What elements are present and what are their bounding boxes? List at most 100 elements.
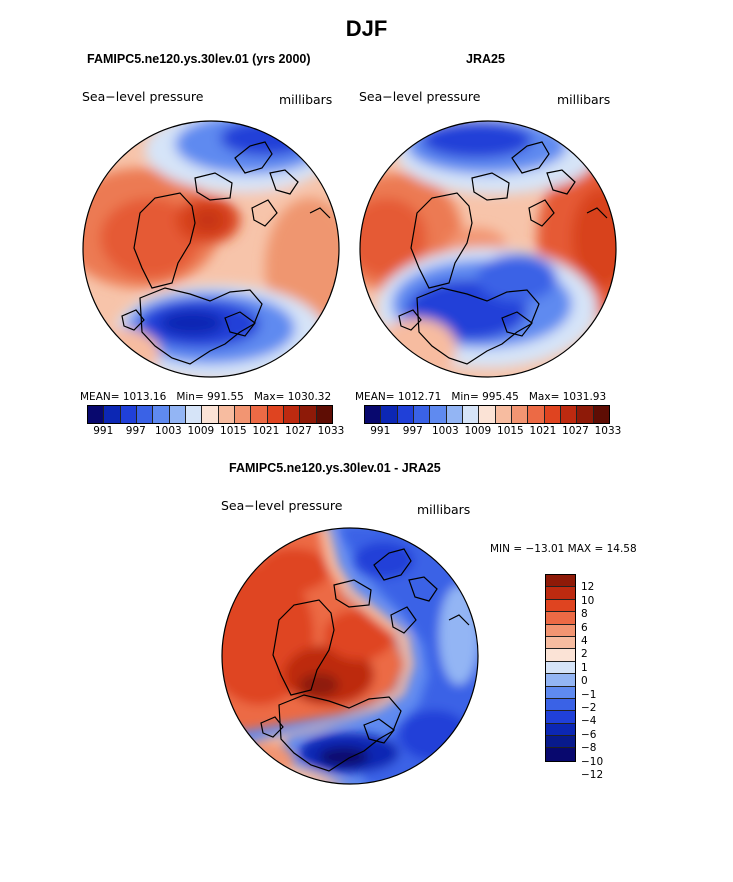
panel2-units-label: millibars — [557, 92, 611, 107]
panel2-colorbar-tick-label: 991 — [370, 425, 391, 437]
panel1-mean-label: MEAN= — [80, 391, 120, 403]
panel3-colorbar-ticks: 12 10 8 6 4 2 1 0 −1 −2 −4 −6 −8 −10 −12 — [581, 574, 621, 781]
panel1-colorbar — [87, 405, 333, 424]
panel3-title: FAMIPC5.ne120.ys.30lev.01 - JRA25 — [229, 461, 441, 475]
panel2-colorbar-tick-label: 997 — [402, 425, 423, 437]
panel1-min-label: Min= — [176, 391, 204, 403]
panel1-colorbar-tick-label: 1003 — [154, 425, 182, 437]
panel2-max-value: 1031.93 — [562, 391, 607, 403]
panel2-colorbar-box — [528, 406, 545, 423]
panel3-colorbar-tick-label: −1 — [581, 688, 597, 701]
panel3-units-label: millibars — [417, 502, 471, 517]
panel3-colorbar-tick-label: −10 — [581, 755, 604, 768]
panel2-colorbar-tick-label: 1003 — [431, 425, 459, 437]
panel3-colorbar-box — [546, 587, 575, 600]
panel2-min-label: Min= — [451, 391, 479, 403]
panel1-colorbar-box — [104, 406, 121, 423]
panel3-colorbar-tick-label: −12 — [581, 769, 604, 781]
panel1-colorbar-box — [283, 406, 301, 423]
panel1-stats: MEAN= 1013.16 Min= 991.55 Max= 1030.32 — [80, 391, 331, 403]
panel3-colorbar-tick-label: −6 — [581, 728, 597, 741]
panel1-colorbar-tick-label: 1009 — [187, 425, 215, 437]
panel3-colorbar-tick-label: 2 — [581, 648, 588, 661]
panel1-units-label: millibars — [279, 92, 333, 107]
panel2-colorbar-tick-label: 1009 — [464, 425, 492, 437]
panel3-colorbar — [545, 574, 576, 762]
panel2-colorbar-box — [593, 406, 609, 423]
panel3-colorbar-box — [546, 674, 575, 687]
panel3-colorbar-box — [546, 698, 575, 712]
panel1-colorbar-ticks: 991 997 1003 1009 1015 1021 1027 1033 — [87, 425, 344, 439]
panel3-colorbar-tick-label: −4 — [581, 715, 597, 728]
panel2-colorbar-tick-label: 1021 — [529, 425, 557, 437]
panel1-mean-value: 1013.16 — [122, 391, 167, 403]
panel2-colorbar-tick-label: 1033 — [594, 425, 622, 437]
panel2-colorbar-box — [446, 406, 463, 423]
panel2-title: JRA25 — [466, 52, 505, 66]
panel3-colorbar-box — [546, 736, 575, 749]
panel1-title: FAMIPC5.ne120.ys.30lev.01 (yrs 2000) — [87, 52, 311, 66]
panel2-colorbar-box — [430, 406, 447, 423]
panel1-max-label: Max= — [253, 391, 285, 403]
panel2-stats: MEAN= 1012.71 Min= 995.45 Max= 1031.93 — [355, 391, 606, 403]
panel3-colorbar-tick-label: −8 — [581, 742, 597, 755]
panel1-colorbar-box — [234, 406, 252, 423]
panel1-colorbar-box — [136, 406, 154, 423]
panel2-colorbar-box — [495, 406, 512, 423]
panel2-colorbar-box — [381, 406, 398, 423]
panel3-colorbar-tick-label: −2 — [581, 702, 597, 714]
panel2-colorbar-box — [413, 406, 431, 423]
panel3-minmax: MIN = −13.01 MAX = 14.58 — [490, 543, 637, 555]
panel1-colorbar-tick-label: 997 — [125, 425, 146, 437]
panel2-colorbar-box — [560, 406, 578, 423]
panel3-colorbar-box — [546, 612, 575, 625]
panel3-colorbar-box — [546, 575, 575, 588]
panel2-polar-map — [359, 120, 617, 378]
panel2-colorbar — [364, 405, 610, 424]
panel1-field-label: Sea−level pressure — [82, 89, 204, 104]
panel1-colorbar-box — [153, 406, 170, 423]
panel2-colorbar-box — [479, 406, 496, 423]
panel2-max-label: Max= — [528, 391, 560, 403]
panel1-polar-map — [82, 120, 340, 378]
panel3-colorbar-box — [546, 711, 575, 724]
panel2-colorbar-ticks: 991 997 1003 1009 1015 1021 1027 1033 — [364, 425, 621, 439]
panel3-colorbar-tick-label: 4 — [581, 635, 588, 647]
panel3-field-label: Sea−level pressure — [221, 498, 343, 513]
panel2-colorbar-box — [544, 406, 561, 423]
panel1-min-value: 991.55 — [207, 391, 244, 403]
panel1-max-value: 1030.32 — [287, 391, 332, 403]
panel2-colorbar-tick-label: 1027 — [562, 425, 589, 437]
panel3-colorbar-box — [546, 636, 575, 650]
panel1-colorbar-box — [169, 406, 186, 423]
panel3-colorbar-box — [546, 723, 575, 737]
panel3-colorbar-box — [546, 686, 575, 699]
panel2-colorbar-box — [462, 406, 480, 423]
panel1-colorbar-tick-label: 1021 — [252, 425, 280, 437]
panel1-colorbar-tick-label: 1033 — [317, 425, 345, 437]
panel1-colorbar-box — [316, 406, 332, 423]
panel2-mean-value: 1012.71 — [397, 391, 442, 403]
panel2-min-value: 995.45 — [482, 391, 519, 403]
panel3-colorbar-box — [546, 649, 575, 662]
panel1-colorbar-tick-label: 1027 — [285, 425, 312, 437]
panel3-colorbar-box — [546, 661, 575, 675]
panel1-colorbar-box — [120, 406, 137, 423]
panel1-colorbar-box — [218, 406, 235, 423]
panel3-colorbar-tick-label: 8 — [581, 608, 588, 621]
panel1-colorbar-box — [267, 406, 284, 423]
panel3-colorbar-box — [546, 624, 575, 637]
panel3-colorbar-tick-label: 0 — [581, 675, 588, 688]
panel3-colorbar-tick-label: 12 — [581, 581, 595, 594]
panel3-colorbar-box — [546, 748, 575, 761]
figure-title: DJF — [345, 16, 388, 41]
panel2-colorbar-box — [365, 406, 382, 423]
panel2-colorbar-box — [397, 406, 414, 423]
panel2-colorbar-tick-label: 1015 — [497, 425, 524, 437]
panel2-colorbar-box — [511, 406, 529, 423]
panel1-colorbar-box — [300, 406, 317, 423]
panel2-colorbar-box — [577, 406, 594, 423]
panel1-colorbar-box — [202, 406, 219, 423]
panel1-colorbar-box — [88, 406, 105, 423]
panel1-colorbar-tick-label: 1015 — [220, 425, 247, 437]
